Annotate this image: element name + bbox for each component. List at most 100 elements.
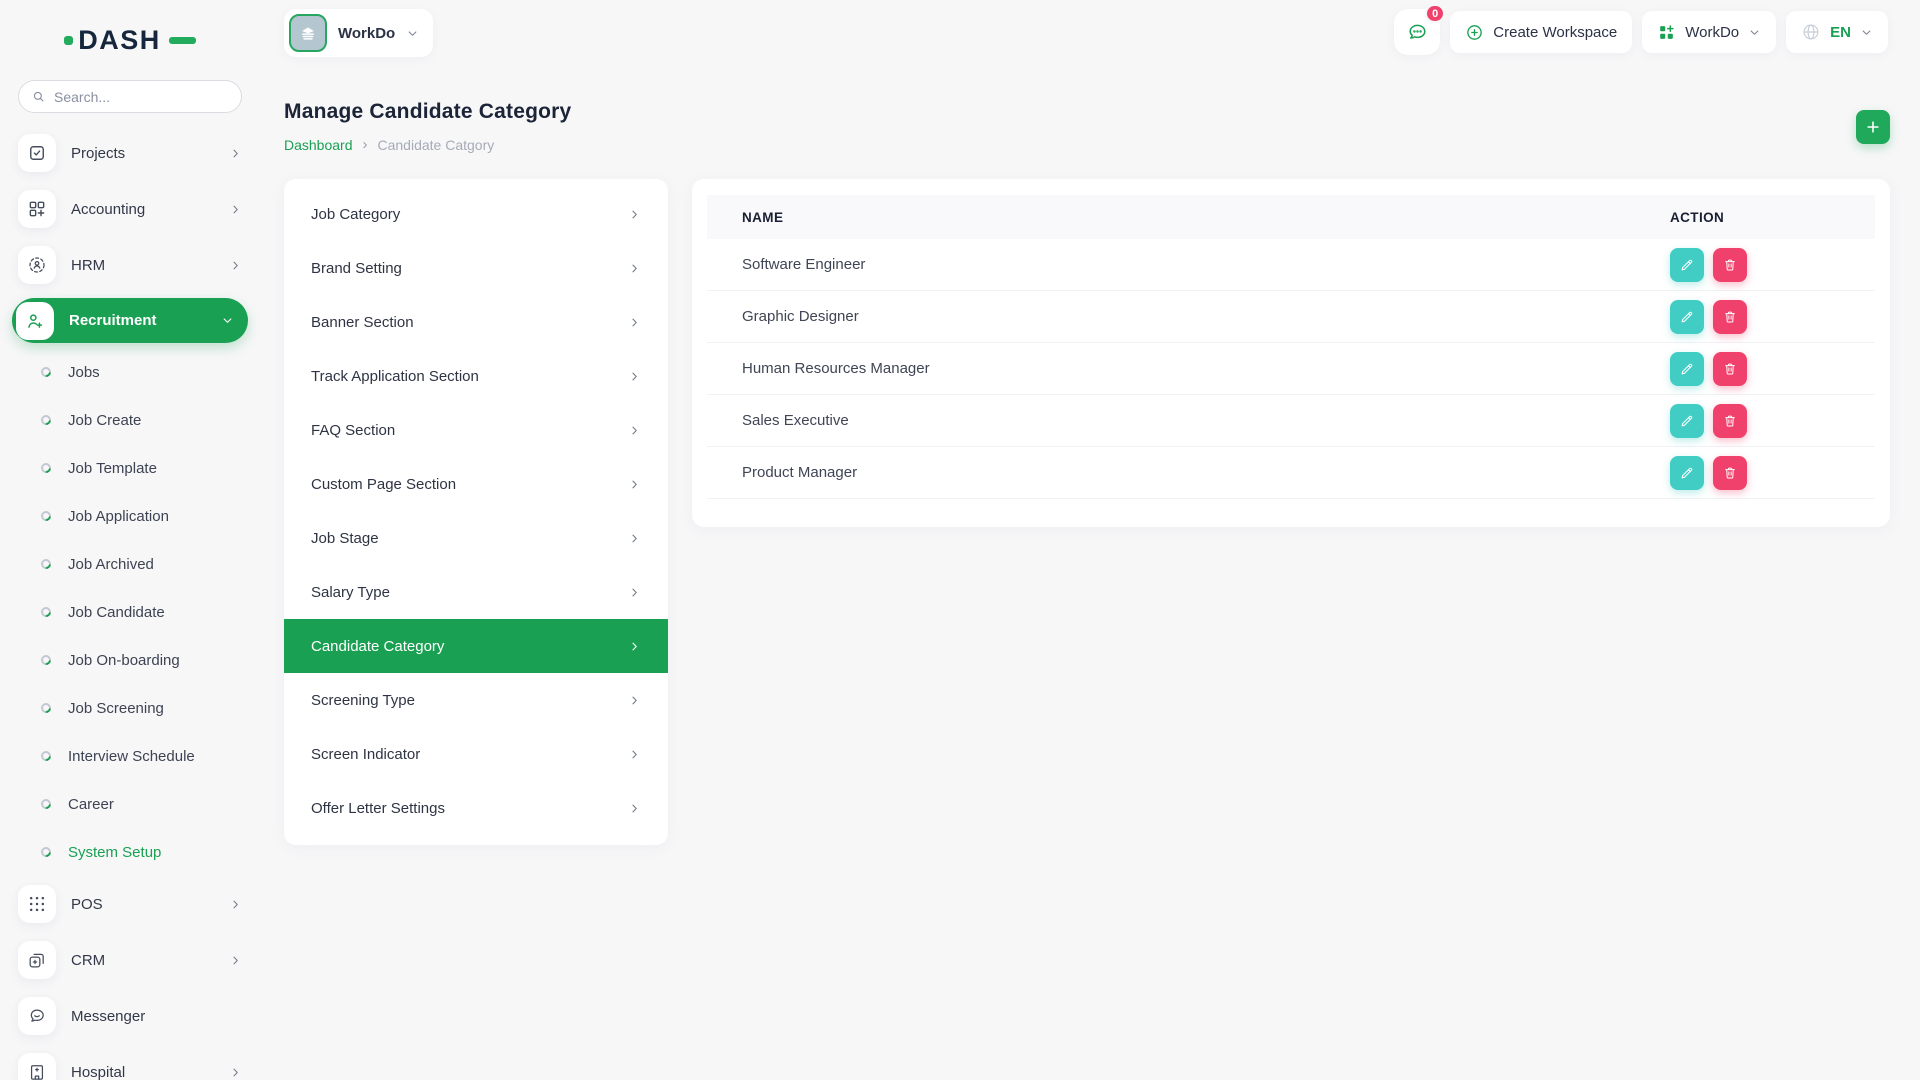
settings-menu-item[interactable]: Track Application Section <box>284 349 668 403</box>
search-input[interactable] <box>54 88 229 105</box>
topbar-actions: 0 Create Workspace WorkDo EN <box>1394 4 1888 55</box>
breadcrumb-dashboard-link[interactable]: Dashboard <box>284 136 353 153</box>
delete-button[interactable] <box>1713 403 1747 438</box>
globe-icon <box>1801 22 1821 42</box>
recruitment-submenu: Jobs Job Create Job Template Job <box>18 348 242 876</box>
chevron-down-icon <box>221 314 234 327</box>
pencil-icon <box>1679 465 1695 481</box>
bullet-icon <box>38 412 54 428</box>
add-category-button[interactable] <box>1856 110 1890 144</box>
language-button[interactable]: EN <box>1786 11 1888 53</box>
sidebar-item[interactable]: Recruitment <box>12 298 248 343</box>
breadcrumb: Dashboard › Candidate Catgory <box>284 136 571 153</box>
main-nav: Projects Accounting HRM <box>12 125 248 1080</box>
delete-button[interactable] <box>1713 299 1747 334</box>
recruitment-submenu-item[interactable]: Job Archived <box>18 540 242 588</box>
bullet-icon <box>38 844 54 860</box>
edit-button[interactable] <box>1670 455 1704 490</box>
bullet-icon <box>38 364 54 380</box>
chevron-down-icon <box>406 27 419 40</box>
settings-menu-item[interactable]: Brand Setting <box>284 241 668 295</box>
chevron-right-icon <box>229 147 242 160</box>
sidebar: DASH Projects Accounting <box>0 0 260 1080</box>
recruitment-submenu-item[interactable]: Job On-boarding <box>18 636 242 684</box>
edit-button[interactable] <box>1670 299 1704 334</box>
recruitment-submenu-item[interactable]: Job Create <box>18 396 242 444</box>
bullet-icon <box>38 796 54 812</box>
plus-circle-icon <box>1465 23 1484 42</box>
crm-icon <box>27 950 47 970</box>
settings-menu-item[interactable]: Screen Indicator <box>284 727 668 781</box>
settings-menu-item[interactable]: Offer Letter Settings <box>284 781 668 835</box>
chevron-right-icon <box>229 1066 242 1079</box>
settings-menu-item[interactable]: FAQ Section <box>284 403 668 457</box>
sidebar-item[interactable]: Projects <box>18 125 242 181</box>
bullet-icon <box>38 604 54 620</box>
recruitment-submenu-item[interactable]: Job Template <box>18 444 242 492</box>
edit-button[interactable] <box>1670 403 1704 438</box>
notification-badge: 0 <box>1425 4 1446 23</box>
category-name: Human Resources Manager <box>742 360 930 377</box>
settings-menu-item[interactable]: Job Category <box>284 187 668 241</box>
recruitment-submenu-item[interactable]: Interview Schedule <box>18 732 242 780</box>
sidebar-item[interactable]: Messenger <box>18 988 242 1044</box>
logo-dot-icon <box>64 35 74 45</box>
messages-button[interactable]: 0 <box>1394 4 1446 55</box>
edit-button[interactable] <box>1670 247 1704 282</box>
bullet-icon <box>38 748 54 764</box>
workspace-chip[interactable]: WorkDo <box>284 9 434 57</box>
messenger-icon <box>27 1006 47 1026</box>
trash-icon <box>1722 309 1738 325</box>
recruitment-submenu-item[interactable]: Career <box>18 780 242 828</box>
pencil-icon <box>1679 309 1695 325</box>
settings-menu-item[interactable]: Salary Type <box>284 565 668 619</box>
recruitment-submenu-item[interactable]: Jobs <box>18 348 242 396</box>
sidebar-item[interactable]: Accounting <box>18 181 242 237</box>
delete-button[interactable] <box>1713 247 1747 282</box>
recruitment-submenu-item[interactable]: Job Application <box>18 492 242 540</box>
category-name: Product Manager <box>742 464 858 481</box>
settings-menu-item[interactable]: Custom Page Section <box>284 457 668 511</box>
hospital-icon <box>27 1062 47 1080</box>
chevron-right-icon <box>628 694 641 707</box>
sidebar-item[interactable]: Hospital <box>18 1044 242 1080</box>
chevron-right-icon <box>628 262 641 275</box>
trash-icon <box>1722 413 1738 429</box>
settings-menu-item[interactable]: Screening Type <box>284 673 668 727</box>
sidebar-item[interactable]: HRM <box>18 237 242 293</box>
settings-menu-item[interactable]: Candidate Category <box>284 619 668 673</box>
sidebar-item[interactable]: CRM <box>18 932 242 988</box>
delete-button[interactable] <box>1713 455 1747 490</box>
grid-icon <box>1657 23 1676 42</box>
trash-icon <box>1722 257 1738 273</box>
workspace-chip-label: WorkDo <box>338 24 396 42</box>
chevron-right-icon <box>229 954 242 967</box>
category-name: Sales Executive <box>742 412 849 429</box>
table-row: Graphic Designer <box>707 291 1875 343</box>
sidebar-item[interactable]: POS <box>18 876 242 932</box>
breadcrumb-current: Candidate Catgory <box>377 136 495 153</box>
create-workspace-button[interactable]: Create Workspace <box>1450 11 1633 53</box>
candidate-table-card: NAME ACTION Software Engineer <box>692 179 1890 527</box>
delete-button[interactable] <box>1713 351 1747 386</box>
bullet-icon <box>38 556 54 572</box>
settings-menu-item[interactable]: Banner Section <box>284 295 668 349</box>
topbar: WorkDo 0 Create Workspace WorkDo <box>260 0 1920 66</box>
bullet-icon <box>38 508 54 524</box>
page-title: Manage Candidate Category <box>284 100 572 123</box>
recruitment-submenu-item[interactable]: System Setup <box>18 828 242 876</box>
recruitment-submenu-item[interactable]: Job Candidate <box>18 588 242 636</box>
table-row: Sales Executive <box>707 395 1875 447</box>
workdo-menu-button[interactable]: WorkDo <box>1642 11 1777 53</box>
table-row: Human Resources Manager <box>707 343 1875 395</box>
table-row: Product Manager <box>707 447 1875 499</box>
edit-button[interactable] <box>1670 351 1704 386</box>
bullet-icon <box>38 460 54 476</box>
settings-menu-item[interactable]: Job Stage <box>284 511 668 565</box>
chevron-right-icon <box>628 478 641 491</box>
chevron-right-icon <box>229 898 242 911</box>
logo-text: DASH <box>78 24 161 55</box>
recruitment-submenu-item[interactable]: Job Screening <box>18 684 242 732</box>
pencil-icon <box>1679 257 1695 273</box>
chevron-right-icon <box>628 532 641 545</box>
